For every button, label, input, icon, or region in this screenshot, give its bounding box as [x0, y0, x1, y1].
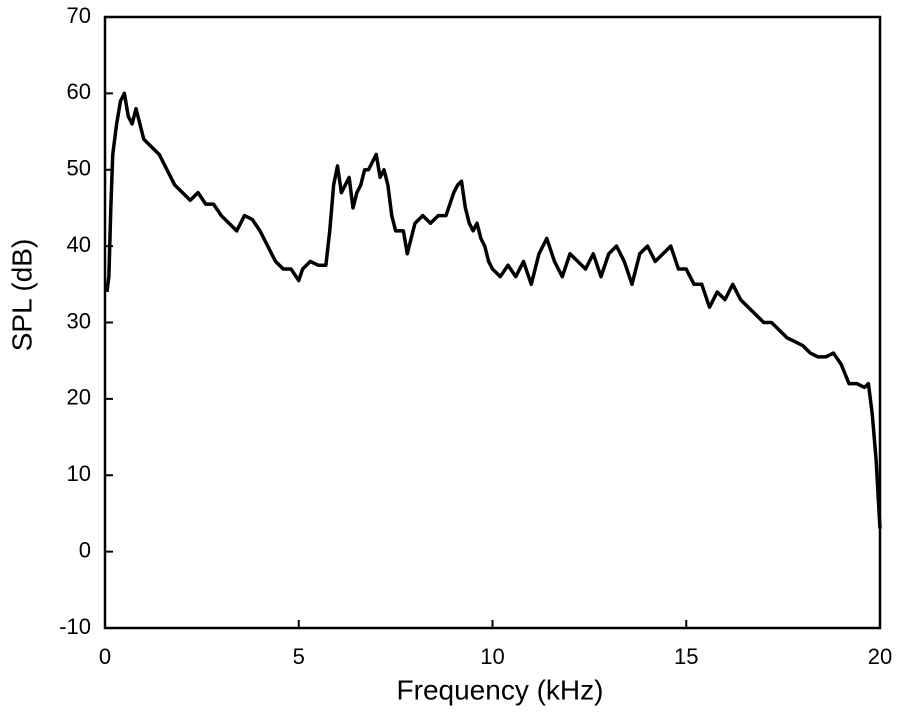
data-line — [105, 91, 882, 529]
x-tick-label: 0 — [99, 644, 111, 669]
y-tick-label: 20 — [67, 385, 91, 410]
y-tick-label: 30 — [67, 308, 91, 333]
y-tick-label: -10 — [59, 614, 91, 639]
y-tick-label: 70 — [67, 3, 91, 28]
y-tick-label: 50 — [67, 156, 91, 181]
x-axis-label: Frequency (kHz) — [397, 674, 604, 705]
y-tick-label: 10 — [67, 461, 91, 486]
x-tick-label: 5 — [293, 644, 305, 669]
x-tick-label: 20 — [868, 644, 892, 669]
y-tick-label: 0 — [79, 537, 91, 562]
y-axis-label: SPL (dB) — [6, 239, 37, 352]
x-tick-label: 10 — [480, 644, 504, 669]
x-tick-label: 15 — [674, 644, 698, 669]
y-tick-label: 60 — [67, 79, 91, 104]
y-tick-label: 40 — [67, 232, 91, 257]
